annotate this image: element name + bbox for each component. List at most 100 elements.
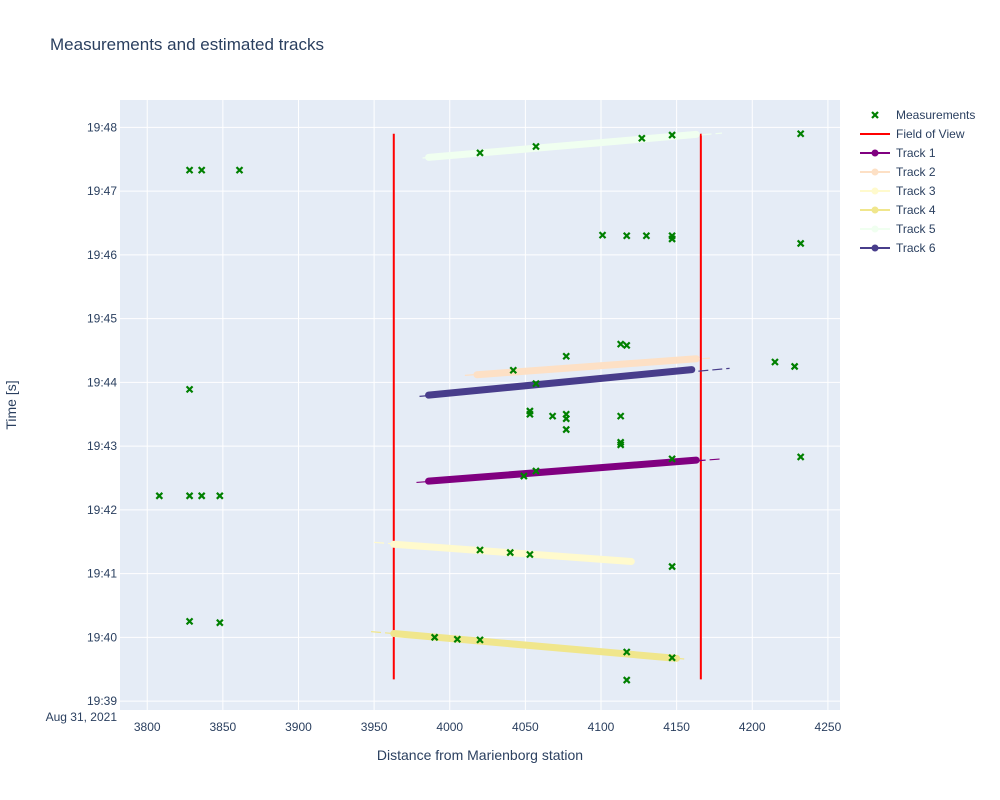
legend-item-track-5[interactable]: Track 5 bbox=[860, 222, 936, 236]
legend-item-track-1[interactable]: Track 1 bbox=[860, 146, 936, 160]
x-tick-label: 4000 bbox=[436, 720, 463, 734]
y-tick-label: 19:39 bbox=[87, 694, 117, 708]
legend-item-track-3[interactable]: Track 3 bbox=[860, 184, 936, 198]
measurement-point bbox=[476, 546, 484, 554]
measurement-point bbox=[796, 130, 805, 138]
measurement-point bbox=[616, 412, 625, 420]
y-tick-label: 19:45 bbox=[87, 312, 117, 326]
legend-item-track-2[interactable]: Track 2 bbox=[860, 165, 936, 179]
measurement-point bbox=[185, 492, 194, 500]
measurement-point bbox=[622, 341, 631, 350]
legend-symbol bbox=[871, 111, 879, 119]
measurement-point bbox=[771, 358, 779, 366]
legend-label: Track 5 bbox=[896, 222, 936, 236]
legend-item-field-of-view[interactable]: Field of View bbox=[860, 127, 965, 141]
legend-marker bbox=[871, 149, 879, 157]
y-tick-label: 19:46 bbox=[87, 248, 117, 262]
measurement-point bbox=[562, 352, 570, 361]
y-tick-label: 19:48 bbox=[87, 120, 117, 134]
measurement-point bbox=[598, 231, 607, 239]
legend-item-track-4[interactable]: Track 4 bbox=[860, 203, 936, 217]
y-axis-date-label: Aug 31, 2021 bbox=[46, 710, 118, 724]
measurement-point bbox=[668, 455, 676, 463]
legend-marker bbox=[871, 244, 879, 252]
y-tick-label: 19:41 bbox=[87, 567, 117, 581]
measurement-point bbox=[642, 231, 651, 240]
y-axis-title: Time [s] bbox=[3, 380, 19, 429]
measurement-point bbox=[430, 633, 439, 642]
measurement-point bbox=[476, 636, 484, 644]
x-tick-label: 4150 bbox=[663, 720, 690, 734]
legend-label: Track 4 bbox=[896, 203, 936, 217]
legend-item-measurements[interactable]: Measurements bbox=[871, 108, 975, 122]
legend-label: Track 3 bbox=[896, 184, 936, 198]
legend-marker bbox=[871, 225, 879, 233]
legend[interactable]: Measurements Field of View Track 1 Track 2 T… bbox=[860, 108, 975, 255]
measurement-point bbox=[216, 618, 224, 627]
measurement-point bbox=[526, 410, 534, 419]
track-5-estimate bbox=[425, 130, 700, 161]
track-6-estimate bbox=[425, 366, 696, 399]
measurement-point bbox=[526, 550, 534, 559]
measurement-point bbox=[532, 467, 540, 475]
legend-marker bbox=[871, 168, 879, 176]
x-tick-label: 4200 bbox=[739, 720, 766, 734]
measurement-point bbox=[616, 340, 625, 348]
legend-label: Track 6 bbox=[896, 241, 936, 255]
measurement-point bbox=[638, 134, 646, 143]
legend-label: Field of View bbox=[896, 127, 965, 141]
measurement-point bbox=[185, 617, 194, 626]
measurement-point bbox=[197, 492, 206, 500]
measurement-point bbox=[155, 492, 164, 500]
y-tick-label: 19:42 bbox=[87, 503, 117, 517]
measurement-point bbox=[668, 562, 676, 571]
plot-area bbox=[120, 100, 840, 710]
measurement-point bbox=[622, 648, 631, 656]
x-tick-label: 4050 bbox=[512, 720, 539, 734]
y-tick-label: 19:40 bbox=[87, 630, 117, 644]
measurement-point bbox=[796, 453, 805, 461]
measurement-point bbox=[790, 362, 799, 371]
measurement-point bbox=[668, 131, 676, 139]
measurement-point bbox=[532, 142, 540, 151]
measurement-point bbox=[197, 166, 206, 174]
chart-title: Measurements and estimated tracks bbox=[50, 35, 324, 54]
x-tick-label: 4250 bbox=[815, 720, 842, 734]
measurement-point bbox=[668, 653, 676, 662]
measurement-point bbox=[548, 412, 557, 420]
measurement-point bbox=[509, 366, 518, 375]
x-tick-label: 3950 bbox=[361, 720, 388, 734]
measurement-point bbox=[532, 379, 540, 388]
tick-labels: 3800 3850 3900 3950 4000 4050 4100 4150 4200 4250… bbox=[87, 120, 842, 734]
measurement-point bbox=[520, 472, 528, 480]
measurement-point bbox=[476, 149, 484, 157]
legend-item-track-6[interactable]: Track 6 bbox=[860, 241, 936, 255]
measurement-point bbox=[616, 441, 625, 449]
measurement-point bbox=[506, 548, 515, 557]
measurement-point bbox=[185, 385, 194, 394]
x-tick-label: 3800 bbox=[134, 720, 161, 734]
x-tick-label: 4100 bbox=[588, 720, 615, 734]
measurement-point bbox=[562, 414, 570, 423]
y-tick-label: 19:47 bbox=[87, 184, 117, 198]
legend-label: Measurements bbox=[896, 108, 975, 122]
data-layer bbox=[155, 130, 805, 684]
measurement-point bbox=[235, 166, 244, 174]
legend-label: Track 2 bbox=[896, 165, 936, 179]
grid bbox=[120, 100, 840, 710]
legend-marker bbox=[871, 206, 879, 214]
measurement-point bbox=[562, 425, 570, 434]
measurement-point bbox=[185, 166, 194, 174]
measurement-point bbox=[216, 492, 224, 500]
measurement-point bbox=[622, 231, 631, 240]
y-tick-label: 19:44 bbox=[87, 375, 117, 389]
track-3-estimate bbox=[390, 540, 635, 565]
y-tick-label: 19:43 bbox=[87, 439, 117, 453]
measurement-point bbox=[796, 239, 805, 248]
measurement-point bbox=[622, 676, 631, 684]
x-axis-title: Distance from Marienborg station bbox=[377, 747, 583, 763]
legend-marker bbox=[871, 187, 879, 195]
x-tick-label: 3900 bbox=[285, 720, 312, 734]
track-1-estimate bbox=[425, 456, 700, 485]
